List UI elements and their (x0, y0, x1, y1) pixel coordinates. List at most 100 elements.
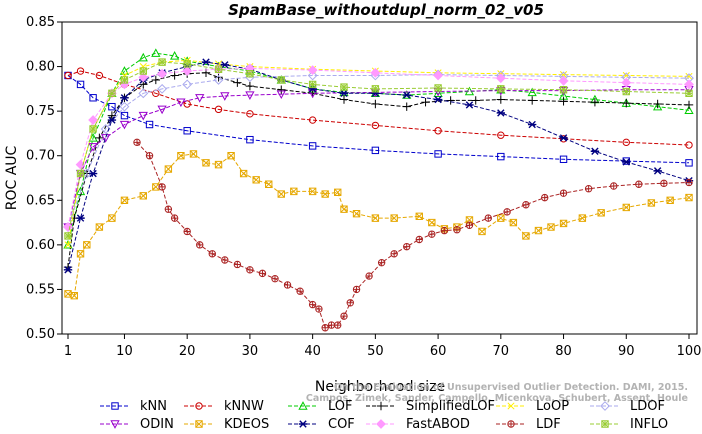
data-point-kdeos (497, 214, 505, 222)
data-point-kdeos (76, 250, 85, 258)
data-point-simplifiedlof (684, 100, 694, 110)
data-point-inflo (246, 70, 254, 78)
legend-marker (601, 420, 609, 428)
data-point-ldf (315, 305, 323, 313)
data-point-ldf (334, 321, 342, 329)
data-point-kdeos (202, 159, 210, 167)
legend-item-cof: COF (288, 417, 355, 432)
data-point-cof (653, 167, 662, 175)
data-point-knnw (308, 116, 317, 124)
legend-label: SimplifiedLOF (406, 399, 495, 414)
data-point-odin (276, 90, 286, 100)
data-point-simplifiedlof (559, 97, 568, 106)
data-point-cof (339, 89, 349, 98)
data-point-cof (433, 95, 443, 104)
data-point-knn (76, 80, 85, 89)
series-line-knn (67, 75, 690, 164)
legend-label: COF (328, 417, 355, 432)
data-point-simplifiedlof (339, 95, 349, 104)
data-point-inflo (277, 76, 285, 84)
data-point-simplifiedlof (151, 75, 161, 85)
data-point-ldf (503, 208, 511, 216)
data-point-fastabod (558, 75, 569, 86)
data-point-cof (107, 116, 117, 124)
data-point-kdeos (290, 187, 298, 196)
data-point-ldof (213, 75, 224, 85)
data-point-ldf (403, 243, 411, 251)
legend-label: kNN (140, 399, 167, 414)
x-axis-label: Neighborhood size (315, 379, 445, 395)
x-tick-label: 40 (304, 344, 321, 359)
legend-item-kdeos: KDEOS (184, 417, 269, 432)
data-point-knnw (95, 71, 104, 80)
x-tick-label: 60 (430, 344, 447, 359)
data-point-knn (497, 152, 505, 161)
plot-area (61, 21, 698, 335)
data-point-ldf (308, 300, 317, 309)
data-point-knn (145, 120, 154, 129)
data-point-ldof (157, 83, 167, 94)
data-point-inflo (340, 83, 348, 91)
data-point-kdeos (340, 205, 348, 213)
data-point-kdeos (534, 226, 543, 235)
legend-marker (376, 419, 386, 429)
data-point-kdeos (478, 227, 486, 236)
data-point-simplifiedlof (245, 81, 255, 91)
chart-title: SpamBase_withoutdupl_norm_02_v05 (228, 1, 544, 19)
data-point-kdeos (547, 223, 555, 231)
data-point-kdeos (685, 193, 693, 202)
data-point-kdeos (559, 219, 568, 228)
series-line-ldof (67, 74, 690, 228)
data-point-inflo (89, 125, 97, 133)
legend: kNN kNNW LOF SimplifiedLOF LoOP LDOF ODIN KDEOS… (100, 399, 668, 432)
legend-marker (507, 420, 515, 428)
data-point-ldf (390, 250, 398, 258)
credit-citation: On the Evaluation of Unsupervised Outlie… (334, 382, 688, 393)
series-kdeos (64, 150, 693, 300)
data-point-ldof (307, 70, 318, 81)
data-point-kdeos (120, 196, 129, 204)
data-point-lof (151, 48, 161, 57)
data-point-cof (559, 134, 568, 142)
data-point-ldf (352, 285, 361, 294)
legend-marker (600, 401, 610, 411)
data-point-ldf (584, 185, 593, 193)
legend-marker (195, 402, 203, 410)
data-point-ldf (246, 266, 254, 274)
data-point-simplifiedlof (622, 98, 631, 108)
data-point-odin (195, 94, 205, 103)
data-point-ldf (133, 138, 141, 146)
data-point-simplifiedlof (496, 95, 506, 104)
x-tick-label: 80 (555, 344, 572, 359)
legend-item-loop: LoOP (496, 399, 569, 414)
data-point-ldf (170, 214, 179, 222)
legend-label: LDF (536, 417, 561, 432)
x-tick-label: 1 (64, 344, 72, 359)
x-tick-label: 90 (618, 344, 635, 359)
data-point-ldf (164, 205, 173, 213)
data-point-kdeos (70, 291, 78, 300)
data-point-knn (183, 127, 191, 135)
data-point-kdeos (578, 214, 587, 222)
data-point-ldf (296, 287, 304, 295)
data-point-lof (119, 66, 130, 75)
data-point-ldf (183, 227, 191, 236)
data-point-knnw (371, 121, 380, 130)
data-point-knn (371, 146, 380, 155)
data-point-lof (433, 88, 443, 98)
data-point-inflo (158, 58, 166, 66)
data-point-kdeos (415, 212, 423, 221)
legend-label: ODIN (140, 417, 174, 432)
data-point-cof (527, 120, 537, 129)
data-point-knnw (685, 141, 693, 149)
data-point-kdeos (647, 199, 656, 207)
x-tick-label: 70 (493, 344, 510, 359)
data-point-knn (89, 94, 97, 102)
data-point-lof (527, 87, 537, 97)
data-point-ldf (145, 152, 154, 160)
series-line-kdeos (67, 153, 690, 297)
data-point-kdeos (95, 223, 104, 231)
data-point-cof (622, 158, 631, 166)
data-point-knnw (183, 100, 191, 108)
data-point-kdeos (371, 214, 380, 222)
